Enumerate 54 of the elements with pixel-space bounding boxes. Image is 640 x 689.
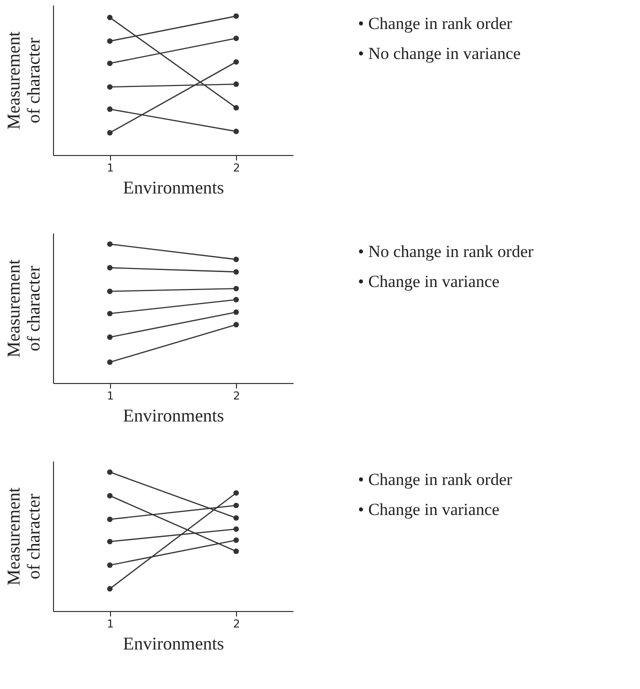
point: [233, 490, 239, 496]
text: • No change in rank order: [358, 242, 534, 262]
point: [233, 309, 239, 315]
y-axis-title: Measurement of character: [4, 260, 44, 358]
point: [233, 296, 239, 302]
point: [107, 516, 113, 522]
point: [107, 586, 113, 592]
point: [233, 128, 239, 134]
point: [233, 515, 239, 521]
point: [233, 256, 239, 262]
point: [107, 60, 113, 66]
y-axis-title: Measurement of character: [4, 488, 44, 586]
point: [233, 286, 239, 292]
text: • Change in variance: [358, 272, 500, 292]
point: [233, 59, 239, 65]
point: [107, 538, 113, 544]
point: [107, 562, 113, 568]
point: [107, 84, 113, 90]
text: • Change in rank order: [358, 470, 512, 490]
x-axis-title: Environments: [123, 634, 224, 654]
point: [107, 334, 113, 340]
point: [107, 14, 113, 20]
point: [233, 322, 239, 328]
point: [233, 81, 239, 87]
y-axis-title: Measurement of character: [4, 32, 44, 130]
point: [107, 310, 113, 316]
point: [233, 537, 239, 543]
x-tick-label: 1: [106, 162, 114, 174]
point: [233, 36, 239, 42]
point: [107, 492, 113, 498]
point: [107, 288, 113, 294]
x-tick-label: 2: [233, 618, 240, 630]
text: • Change in rank order: [358, 14, 514, 34]
point: [233, 526, 239, 532]
x-tick-label: 1: [106, 618, 114, 630]
point: [107, 241, 113, 247]
text: • No change in variance: [358, 44, 521, 64]
point: [233, 105, 239, 111]
x-axis-title: Environments: [123, 178, 224, 198]
x-axis-title: Environments: [123, 406, 224, 426]
point: [233, 13, 239, 19]
x-tick-label: 1: [106, 390, 114, 402]
point: [107, 359, 113, 365]
x-tick-label: 2: [233, 162, 240, 174]
text: • Change in variance: [358, 500, 500, 520]
point: [233, 502, 239, 508]
point: [233, 269, 239, 275]
point: [107, 469, 113, 475]
point: [107, 264, 113, 270]
point: [107, 106, 113, 112]
point: [107, 130, 113, 136]
point: [233, 548, 239, 554]
x-tick-label: 2: [233, 390, 240, 402]
point: [107, 38, 113, 44]
